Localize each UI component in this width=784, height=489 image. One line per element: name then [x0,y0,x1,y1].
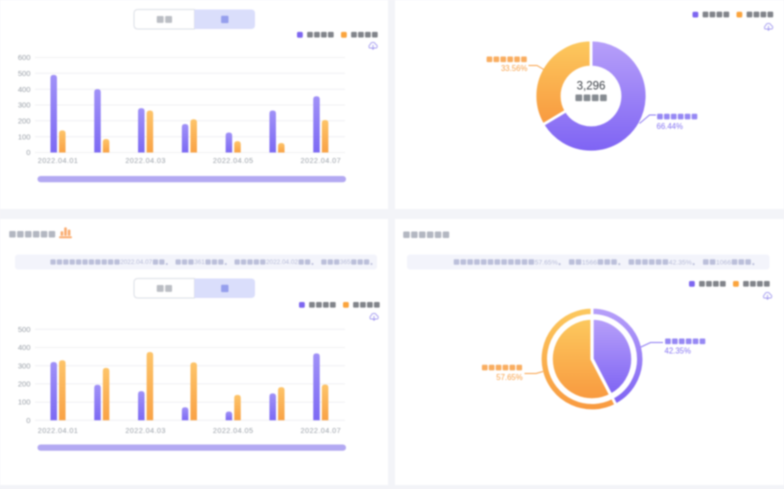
svg-text:57.65%: 57.65% [496,373,523,382]
svg-text:2022.04.05: 2022.04.05 [213,156,254,165]
svg-text:365: 365 [340,259,351,266]
svg-text:2022.04.01: 2022.04.01 [38,156,79,165]
svg-text:500: 500 [18,69,31,78]
svg-text:2022.04.03: 2022.04.03 [125,156,166,165]
svg-text:33.56%: 33.56% [501,64,528,73]
svg-text:2022.04.07: 2022.04.07 [301,426,342,435]
svg-text:100: 100 [18,398,31,407]
svg-text:2022.04.02: 2022.04.02 [266,259,298,266]
svg-text:600: 600 [18,53,31,62]
svg-text:300: 300 [18,101,31,110]
svg-text:200: 200 [18,380,31,389]
svg-text:1066: 1066 [716,259,731,266]
svg-text:100: 100 [18,132,31,141]
svg-text:3,296: 3,296 [577,80,606,92]
svg-text:1566: 1566 [582,259,597,266]
svg-text:57.65%: 57.65% [535,259,558,266]
svg-text:2022.04.01: 2022.04.01 [38,426,79,435]
svg-text:500: 500 [18,325,31,334]
svg-text:42.35%: 42.35% [665,346,692,355]
svg-text:2022.04.07: 2022.04.07 [301,156,342,165]
svg-text:361: 361 [194,259,205,266]
svg-text:2022.04.03: 2022.04.03 [125,426,166,435]
svg-text:0: 0 [26,416,30,425]
svg-text:2022.04.07: 2022.04.07 [120,259,152,266]
svg-text:2022.04.05: 2022.04.05 [213,426,254,435]
svg-text:200: 200 [18,116,31,125]
svg-text:42.35%: 42.35% [669,259,692,266]
svg-text:300: 300 [18,361,31,370]
svg-text:400: 400 [18,343,31,352]
svg-text:66.44%: 66.44% [657,122,684,131]
svg-text:0: 0 [26,148,30,157]
svg-text:400: 400 [18,85,31,94]
